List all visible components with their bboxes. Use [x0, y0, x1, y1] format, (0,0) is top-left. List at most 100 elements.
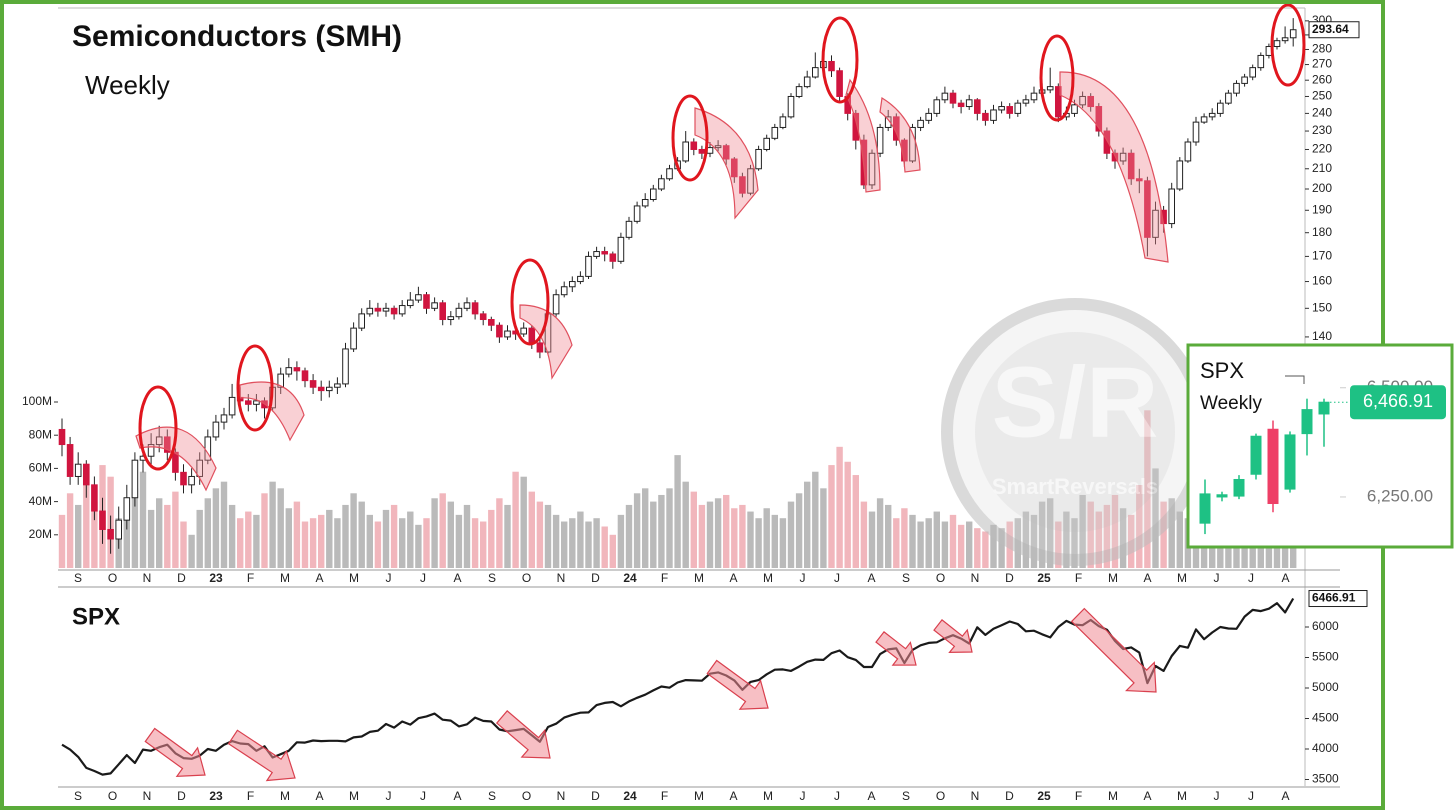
candle-body	[1119, 152, 1127, 162]
candle-body	[301, 370, 309, 382]
x-tick-label: A	[1143, 571, 1151, 585]
x-tick-label: J	[1248, 571, 1254, 585]
candle-body	[463, 302, 471, 309]
candle-body	[552, 294, 560, 315]
volume-bar	[172, 491, 179, 568]
x-tick-label: 25	[1037, 571, 1051, 585]
candle-body	[228, 396, 236, 416]
volume-bar	[674, 455, 681, 568]
volume-bar	[285, 508, 292, 568]
price-layer: 1401501601701801902002102202302402502602…	[58, 13, 1368, 786]
candle-body	[123, 497, 131, 521]
x-tick-label: J	[1248, 789, 1254, 803]
x-tick-label: O	[936, 789, 945, 803]
x-tick-label: F	[661, 571, 668, 585]
y-tick-label: 20M	[29, 527, 52, 541]
y-tick-label: 160	[1312, 274, 1332, 288]
volume-bar	[909, 514, 916, 568]
y-tick-label: 200	[1312, 181, 1332, 195]
candle-body	[941, 92, 949, 101]
candle-body	[1176, 160, 1184, 190]
candle-body	[309, 380, 317, 388]
volume-bar	[520, 476, 527, 568]
candle-body	[779, 116, 787, 128]
volume-bar	[212, 488, 220, 568]
y-tick-label: 230	[1312, 123, 1332, 137]
candle-body	[771, 126, 779, 139]
candle-body	[585, 255, 592, 277]
last-price-label: 293.64	[1312, 22, 1349, 36]
volume-bar	[496, 498, 503, 568]
volume-bar	[771, 514, 778, 568]
volume-bar	[998, 528, 1005, 568]
x-tick-label: S	[74, 789, 82, 803]
candle-body	[58, 428, 66, 446]
x-tick-label: A	[1281, 789, 1289, 803]
x-tick-label: A	[729, 571, 737, 585]
arc	[1059, 71, 1169, 263]
candle-body	[1136, 178, 1143, 182]
x-tick-label: J	[800, 571, 806, 585]
y-tick-label: 150	[1312, 300, 1332, 314]
volume-bar	[585, 521, 592, 568]
arrow	[706, 659, 769, 710]
candle-body	[690, 141, 698, 150]
candle-body	[496, 324, 503, 338]
watermark-name: SmartReversals	[992, 474, 1158, 499]
candle-body	[658, 178, 665, 190]
volume-bar	[196, 509, 203, 568]
y-tick-label: 4500	[1312, 711, 1339, 725]
x-tick-label: A	[729, 789, 737, 803]
candle-body	[1199, 493, 1211, 524]
volume-bar	[447, 501, 454, 568]
candle-body	[560, 286, 568, 296]
candle-body	[1055, 86, 1062, 118]
arc	[519, 304, 573, 380]
arrow	[144, 727, 206, 777]
volume-bar	[633, 493, 641, 568]
volume-bar	[893, 518, 900, 568]
volume-bar	[1087, 501, 1094, 568]
volume-bar	[698, 504, 706, 568]
volume-bar	[925, 518, 932, 568]
arrow	[495, 710, 551, 759]
volume-bar	[1071, 518, 1078, 568]
candle-body	[884, 116, 892, 128]
annotations	[135, 3, 1306, 782]
x-tick-label: J	[420, 789, 426, 803]
candle-body	[714, 145, 722, 149]
volume-bar	[326, 509, 333, 568]
x-tick-label: D	[177, 571, 186, 585]
arc	[135, 426, 217, 492]
volume-bar	[917, 521, 924, 568]
x-tick-label: S	[74, 571, 82, 585]
candle-body	[326, 386, 333, 392]
volume-bar	[536, 501, 544, 568]
x-tick-label: M	[1108, 789, 1118, 803]
candle-body	[285, 367, 293, 375]
last-price-label: 6466.91	[1312, 591, 1356, 605]
x-tick-label: J	[1214, 789, 1220, 803]
x-tick-label: M	[694, 789, 704, 803]
candle-body	[1168, 188, 1176, 225]
watermark: S/R SmartReversals	[941, 298, 1209, 566]
volume-bar	[820, 488, 827, 568]
circle	[671, 94, 709, 182]
candle-body	[982, 112, 989, 121]
volume-bar	[860, 501, 868, 568]
candle-body	[957, 102, 965, 108]
volume-bar	[739, 504, 746, 568]
volume-bar	[147, 509, 155, 568]
volume-bar	[949, 514, 957, 568]
candle-body	[1046, 86, 1054, 91]
volume-bar	[990, 524, 997, 568]
candle-body	[868, 152, 876, 186]
candle-body	[155, 436, 163, 446]
candle-body	[66, 444, 74, 477]
candle-body	[633, 205, 641, 222]
x-tick-label: O	[522, 789, 531, 803]
volume-bar	[439, 493, 446, 568]
candle-body	[74, 463, 82, 477]
candle-body	[933, 99, 941, 114]
volume-bar	[1136, 485, 1143, 568]
